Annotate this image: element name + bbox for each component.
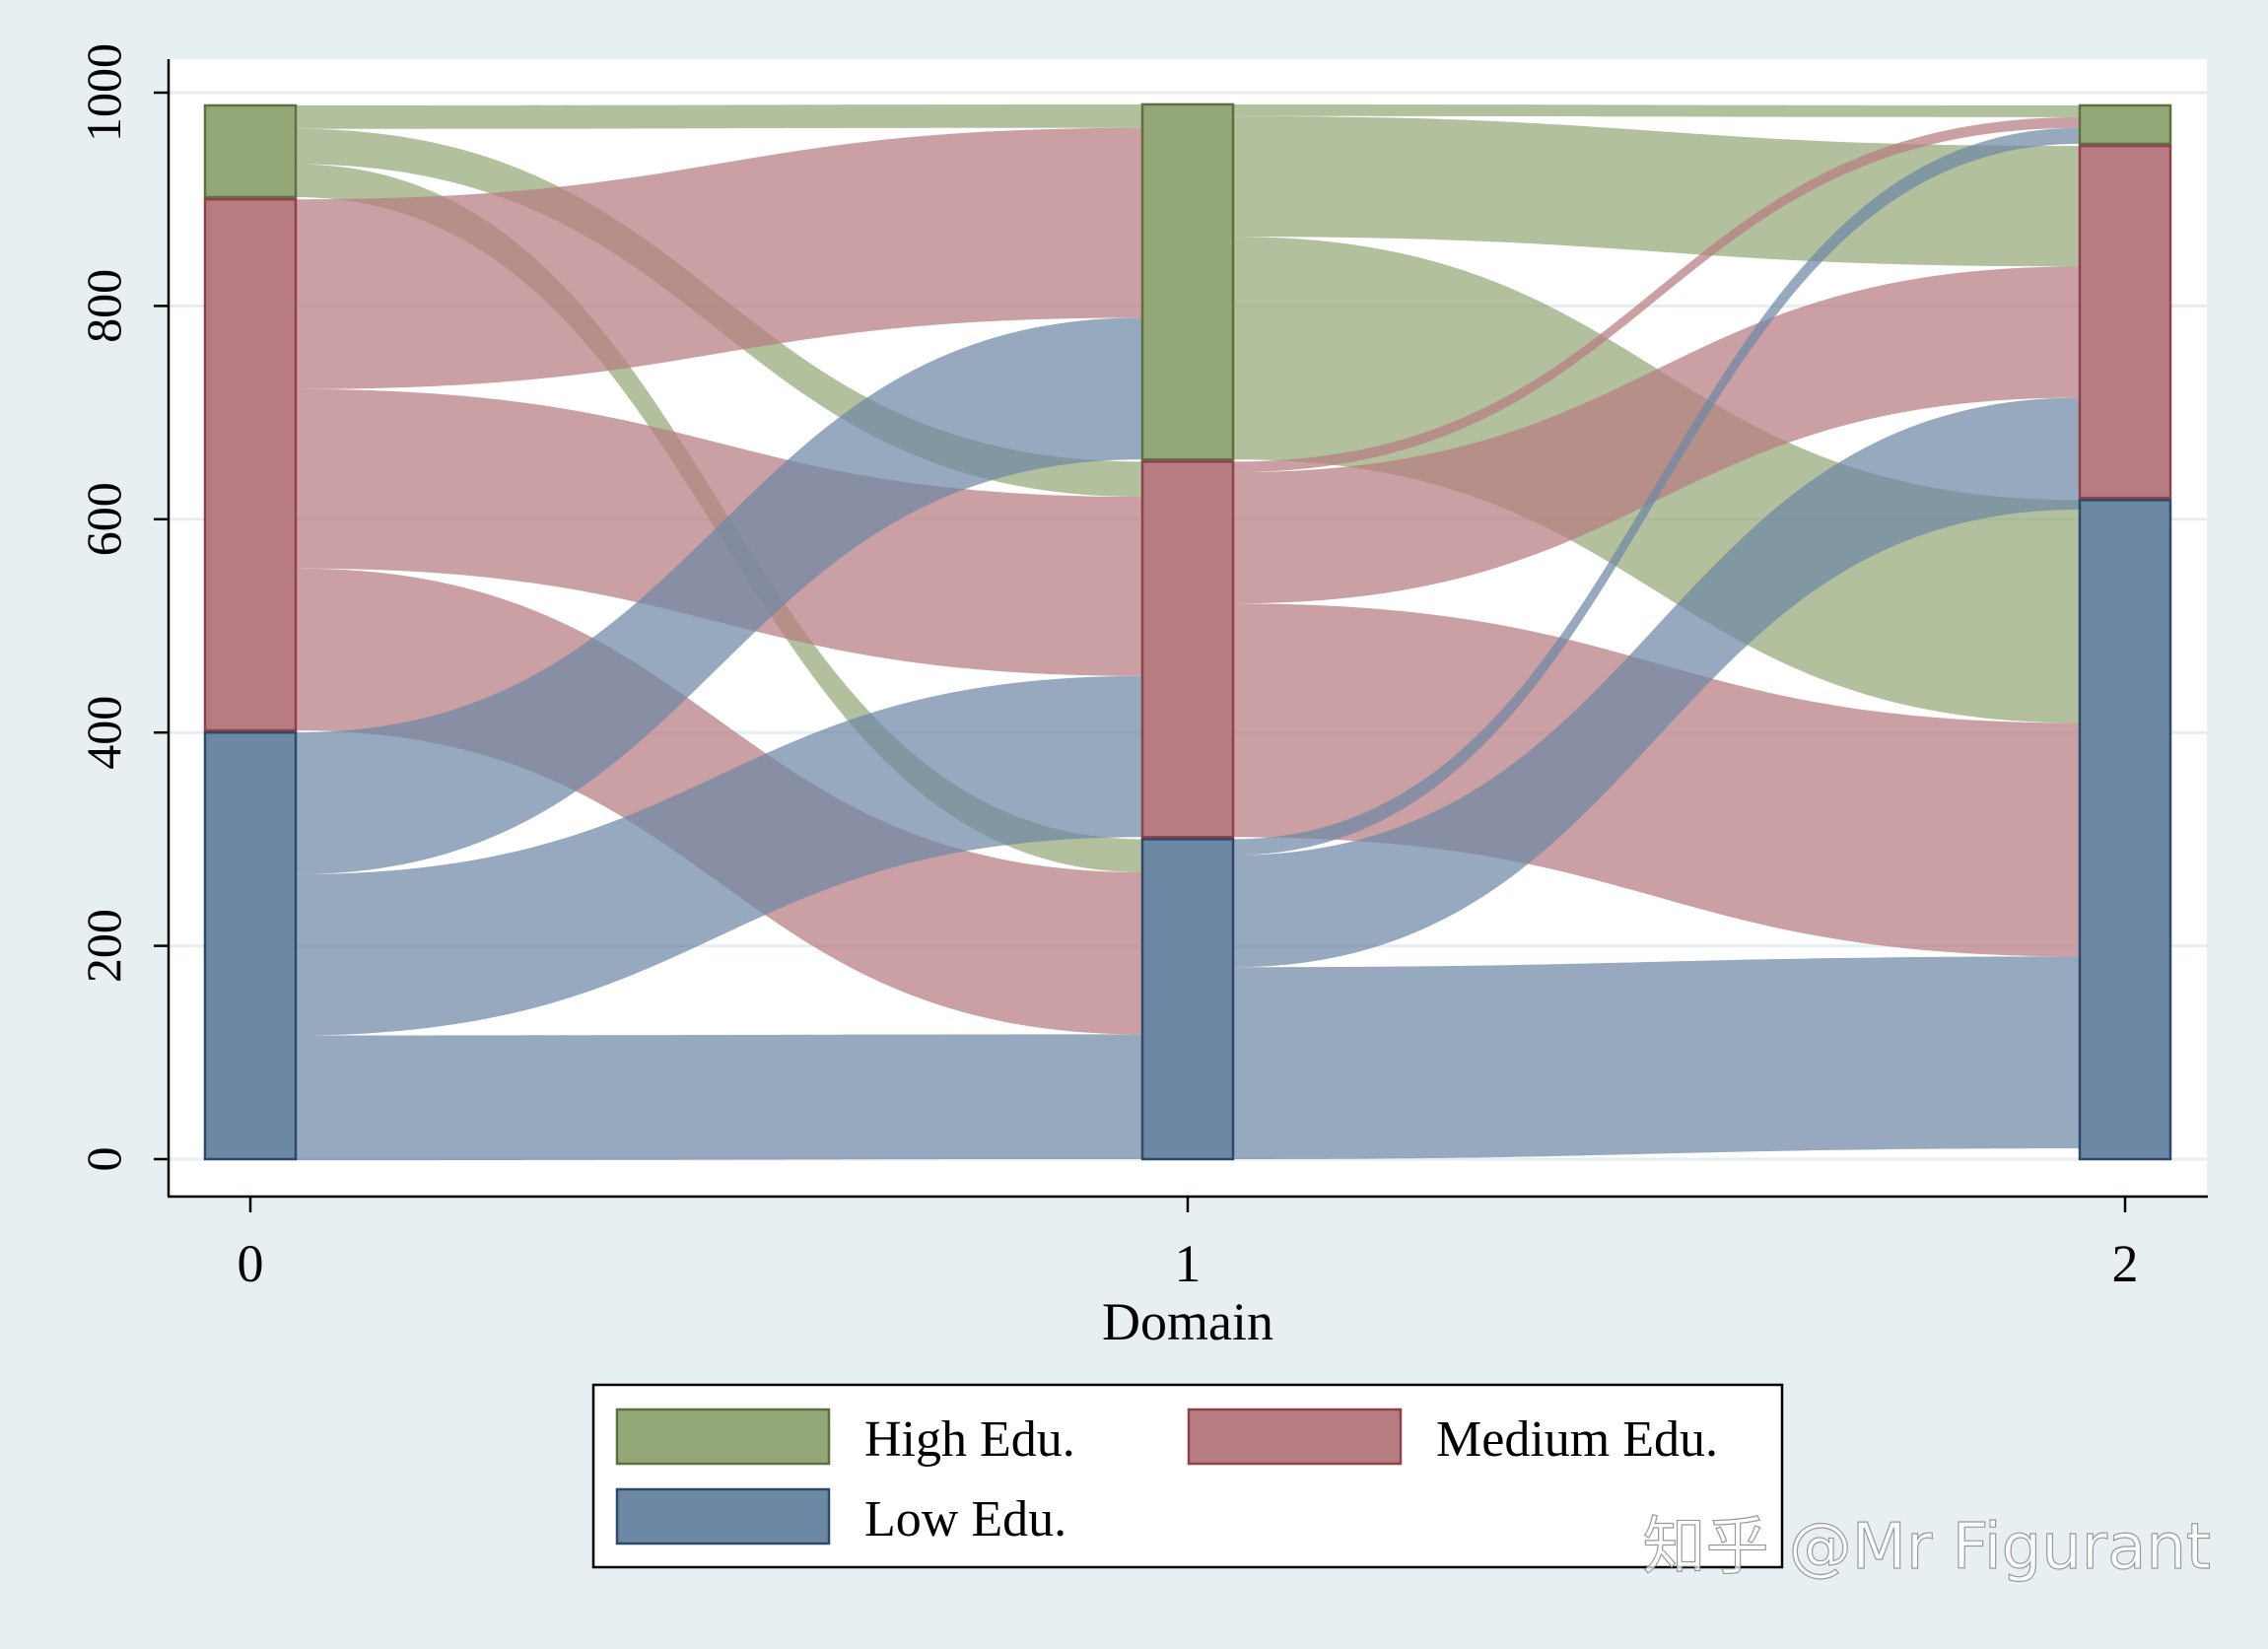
legend-label: High Edu. <box>864 1411 1075 1468</box>
legend-label: Low Edu. <box>864 1491 1066 1547</box>
x-tick-label: 1 <box>1175 1234 1202 1293</box>
legend-items: High Edu. Medium Edu. Low Edu. <box>615 1408 1718 1547</box>
node-bar <box>1140 460 1235 839</box>
node-bar <box>1140 838 1235 1161</box>
legend-label: Medium Edu. <box>1436 1411 1718 1468</box>
flow-band <box>296 317 1142 875</box>
flow-band <box>296 127 1142 389</box>
y-tick-label: 200 <box>76 909 131 983</box>
y-tick-label: 800 <box>76 269 131 343</box>
node-bar <box>2078 499 2172 1161</box>
legend-swatch <box>615 1487 831 1546</box>
legend-swatch <box>615 1408 831 1466</box>
flow-band <box>1233 266 2080 604</box>
x-ticks: 0 1 2 <box>238 1197 2139 1293</box>
x-tick-label: 2 <box>2112 1234 2139 1293</box>
legend: High Edu. Medium Edu. Low Edu. <box>591 1383 1784 1569</box>
flow-band <box>1233 103 2080 117</box>
flow-band <box>1233 603 2080 957</box>
flow-band <box>1233 116 2080 473</box>
x-axis-title: Domain <box>1102 1292 1273 1351</box>
flow-band <box>296 675 1142 1036</box>
node-bar <box>203 730 298 1161</box>
node-bar <box>203 103 298 199</box>
y-tick-label: 0 <box>76 1147 131 1172</box>
y-ticks: 0 200 400 600 800 1000 <box>76 43 169 1172</box>
node-bar <box>2078 144 2172 500</box>
y-tick-label: 600 <box>76 482 131 556</box>
y-tick-label: 1000 <box>76 43 131 142</box>
flow-band <box>1233 956 2080 1159</box>
node-bar <box>203 197 298 732</box>
flow-band <box>1233 127 2080 856</box>
node-bar <box>1140 103 1235 461</box>
y-tick-label: 400 <box>76 696 131 770</box>
legend-swatch <box>1187 1408 1403 1466</box>
watermark-text: 知乎 @Mr Figurant <box>1642 1511 2211 1584</box>
nodes-layer <box>203 103 2172 1161</box>
flow-band <box>296 103 1142 129</box>
flow-band <box>296 1034 1142 1161</box>
node-bar <box>2078 103 2172 146</box>
flows-layer <box>296 103 2080 1161</box>
x-tick-label: 0 <box>238 1234 264 1293</box>
flow-band <box>1233 397 2080 968</box>
